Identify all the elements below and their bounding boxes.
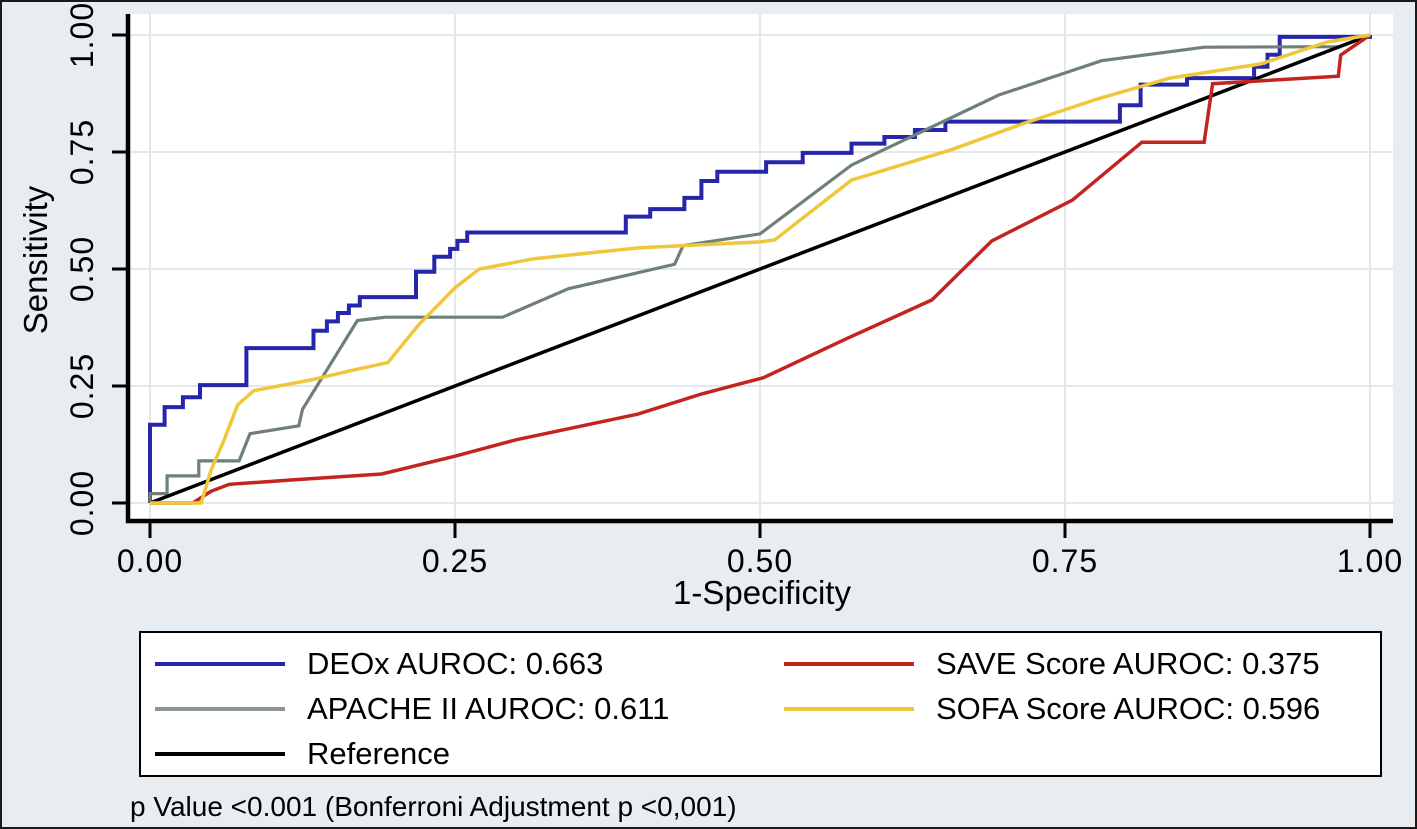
legend-label: SAVE Score AUROC: 0.375 [936,645,1320,681]
legend-label: Reference [307,735,451,771]
legend: DEOx AUROC: 0.663 SAVE Score AUROC: 0.375… [139,631,1382,777]
legend-grid: DEOx AUROC: 0.663 SAVE Score AUROC: 0.375… [141,641,1380,776]
x-tick-label-0.75: 0.75 [1031,543,1099,579]
legend-swatch [155,661,285,666]
legend-entry-deox: DEOx AUROC: 0.663 [141,641,784,686]
x-tick-label-0.00: 0.00 [116,543,184,579]
y-tick-label-0.25: 0.25 [64,352,100,420]
y-axis-title: Sensitivity [17,185,54,335]
y-tick-label-0.75: 0.75 [64,118,100,186]
legend-swatch [784,706,914,711]
plot-area [130,14,1393,519]
legend-swatch [784,661,914,666]
p-value-footnote: p Value <0.001 (Bonferroni Adjustment p … [130,791,737,822]
x-tick-label-0.25: 0.25 [421,543,489,579]
legend-swatch [155,751,285,756]
y-tick-label-1.00: 1.00 [64,1,100,69]
legend-label: APACHE II AUROC: 0.611 [307,690,670,726]
legend-label: DEOx AUROC: 0.663 [307,645,604,681]
x-axis-title: 1-Specificity [673,574,851,611]
legend-entry-apache: APACHE II AUROC: 0.611 [141,686,784,731]
legend-label: SOFA Score AUROC: 0.596 [936,690,1321,726]
x-tick-label-1.00: 1.00 [1336,543,1404,579]
legend-entry-reference: Reference [141,731,784,776]
legend-entry-sofa: SOFA Score AUROC: 0.596 [784,686,1380,731]
legend-swatch [155,706,285,711]
x-tick-label-0.50: 0.50 [726,543,794,579]
y-tick-label-0.50: 0.50 [64,235,100,303]
legend-entry-save: SAVE Score AUROC: 0.375 [784,641,1380,686]
